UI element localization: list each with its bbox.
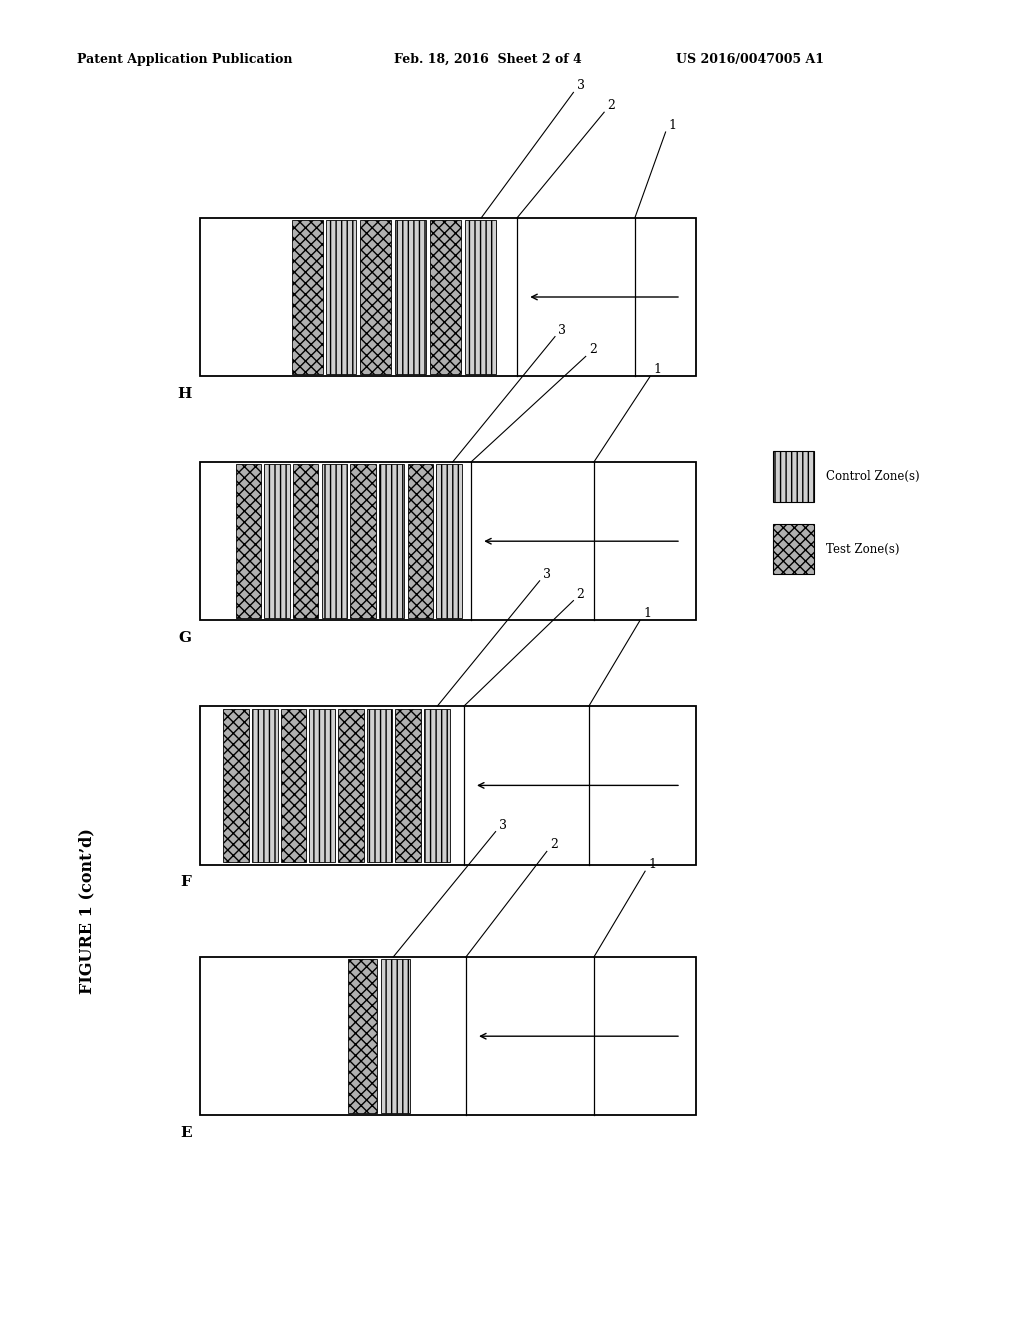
Bar: [338, 709, 364, 862]
Text: 3: 3: [558, 323, 566, 337]
Bar: [367, 709, 392, 862]
Text: FIGURE 1 (cont’d): FIGURE 1 (cont’d): [79, 828, 95, 994]
Text: 1: 1: [669, 119, 677, 132]
Bar: [465, 220, 496, 374]
Bar: [200, 462, 696, 620]
Bar: [322, 465, 347, 618]
Text: 2: 2: [550, 838, 558, 851]
Text: E: E: [180, 1126, 191, 1140]
Bar: [408, 465, 433, 618]
Text: 1: 1: [643, 607, 651, 620]
Text: US 2016/0047005 A1: US 2016/0047005 A1: [676, 53, 824, 66]
Text: 1: 1: [653, 363, 662, 376]
Text: F: F: [180, 875, 191, 890]
Text: 3: 3: [543, 568, 551, 581]
Bar: [293, 465, 318, 618]
Bar: [395, 709, 421, 862]
Text: 2: 2: [577, 587, 585, 601]
Text: H: H: [177, 387, 191, 401]
Text: 2: 2: [607, 99, 615, 112]
Bar: [395, 220, 426, 374]
Text: Feb. 18, 2016  Sheet 2 of 4: Feb. 18, 2016 Sheet 2 of 4: [394, 53, 582, 66]
Bar: [223, 709, 249, 862]
Text: 3: 3: [577, 79, 585, 92]
Bar: [436, 465, 462, 618]
Bar: [424, 709, 450, 862]
Bar: [281, 709, 306, 862]
Bar: [360, 220, 391, 374]
Bar: [264, 465, 290, 618]
Bar: [292, 220, 323, 374]
Bar: [236, 465, 261, 618]
Bar: [381, 960, 410, 1113]
Bar: [200, 957, 696, 1115]
Bar: [773, 524, 814, 574]
Bar: [252, 709, 278, 862]
Text: 2: 2: [589, 343, 597, 356]
Text: Patent Application Publication: Patent Application Publication: [77, 53, 292, 66]
Bar: [379, 465, 404, 618]
Bar: [348, 960, 377, 1113]
Text: G: G: [178, 631, 191, 645]
Bar: [326, 220, 356, 374]
Bar: [350, 465, 376, 618]
Bar: [309, 709, 335, 862]
Bar: [773, 451, 814, 502]
Text: Test Zone(s): Test Zone(s): [826, 543, 900, 556]
Bar: [200, 218, 696, 376]
Bar: [430, 220, 461, 374]
Text: 3: 3: [499, 818, 507, 832]
Text: Control Zone(s): Control Zone(s): [826, 470, 920, 483]
Text: 1: 1: [648, 858, 656, 871]
Bar: [200, 706, 696, 865]
